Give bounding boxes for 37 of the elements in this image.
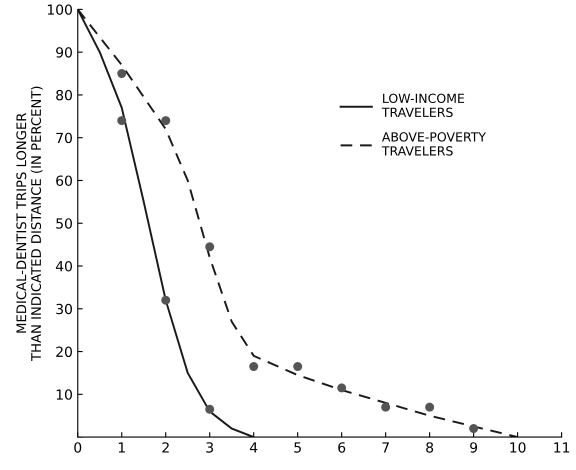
- y-tick-label: 90: [56, 47, 72, 58]
- y-tick-label: 10: [56, 389, 72, 400]
- y-tick-label: 30: [56, 304, 72, 314]
- y-tick-label: 80: [56, 90, 72, 100]
- legend-label: ABOVE-POVERTY TRAVELERS: [382, 132, 486, 156]
- point: [161, 116, 170, 126]
- legend-label: LOW-INCOME TRAVELERS: [382, 94, 464, 118]
- x-tick-label: 8: [426, 442, 434, 453]
- y-tick-label: 70: [56, 132, 72, 144]
- point: [205, 242, 214, 252]
- y-tick-label: 60: [56, 175, 72, 186]
- y-tick-label: 20: [56, 346, 72, 358]
- y-tick-label: 50: [56, 218, 72, 229]
- y-axis-title: MEDICAL-DENTIST TRIPS LONGER THAN INDICATED DISTANCE (IN PERCENT): [16, 86, 43, 362]
- y-tick-label: 100: [48, 4, 72, 15]
- point: [205, 404, 214, 414]
- point: [117, 116, 126, 126]
- point: [469, 424, 478, 434]
- x-tick-label: 6: [338, 442, 346, 453]
- x-tick-label: 7: [382, 442, 389, 453]
- x-tick-label: 3: [206, 442, 214, 453]
- point: [161, 296, 170, 305]
- y-tick-label: 40: [56, 260, 72, 272]
- point: [293, 362, 302, 372]
- x-tick-label: 1: [118, 442, 125, 453]
- x-tick-label: 11: [554, 442, 570, 453]
- point: [337, 383, 346, 392]
- point: [425, 402, 434, 412]
- x-tick-label: 2: [162, 442, 169, 453]
- x-tick-label: 5: [294, 442, 301, 453]
- x-tick-label: 10: [510, 442, 526, 453]
- point: [381, 402, 390, 412]
- point: [117, 69, 126, 78]
- x-tick-label: 0: [74, 442, 82, 453]
- x-tick-label: 4: [250, 442, 258, 453]
- x-tick-label: 9: [470, 442, 478, 453]
- point: [249, 362, 258, 372]
